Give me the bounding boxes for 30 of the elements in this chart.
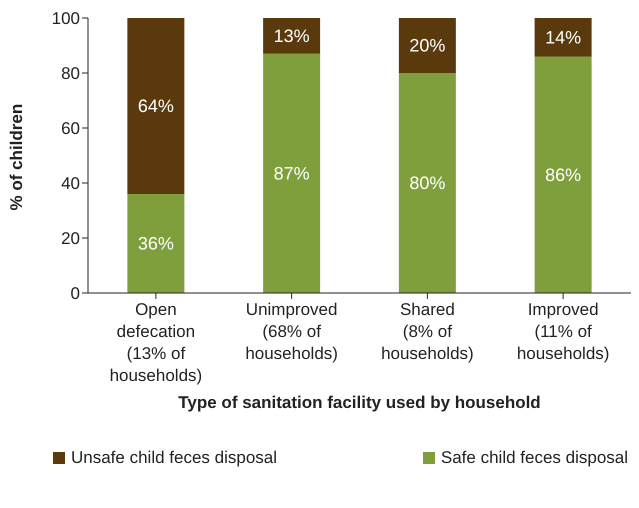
data-label: 36% <box>138 234 174 254</box>
bar <box>534 56 592 293</box>
x-tick-label: Unimproved (68% of households) <box>245 300 338 363</box>
x-axis-title: Type of sanitation facility used by household <box>178 393 541 412</box>
data-label: 87% <box>274 163 310 184</box>
data-label: 80% <box>409 173 446 193</box>
data-label: 13% <box>274 26 310 46</box>
bar <box>263 54 320 293</box>
data-label: 14% <box>545 27 582 48</box>
bar <box>263 18 320 54</box>
bar <box>398 73 456 293</box>
y-tick-label: 40 <box>61 174 80 194</box>
data-label: 64% <box>138 96 174 116</box>
y-tick-label: 100 <box>52 9 80 28</box>
x-tick-label: Open defecation (13% of households) <box>110 300 202 385</box>
data-label: 20% <box>409 36 446 56</box>
legend-label: Unsafe child feces disposal <box>71 448 278 468</box>
x-tick-label: Improved (11% of households) <box>516 300 610 363</box>
bar <box>127 18 184 194</box>
y-tick-label: 0 <box>70 284 80 304</box>
y-tick-label: 20 <box>61 229 80 248</box>
y-tick-label: 80 <box>61 64 80 84</box>
bar <box>398 18 456 73</box>
x-tick-label: Shared (8% of households) <box>381 300 474 363</box>
bar <box>534 18 592 56</box>
y-axis-title: % of children <box>7 104 26 210</box>
legend-label: Safe child feces disposal <box>440 448 628 468</box>
bar <box>127 194 184 293</box>
y-tick-label: 60 <box>61 119 80 138</box>
data-label: 86% <box>545 164 582 185</box>
